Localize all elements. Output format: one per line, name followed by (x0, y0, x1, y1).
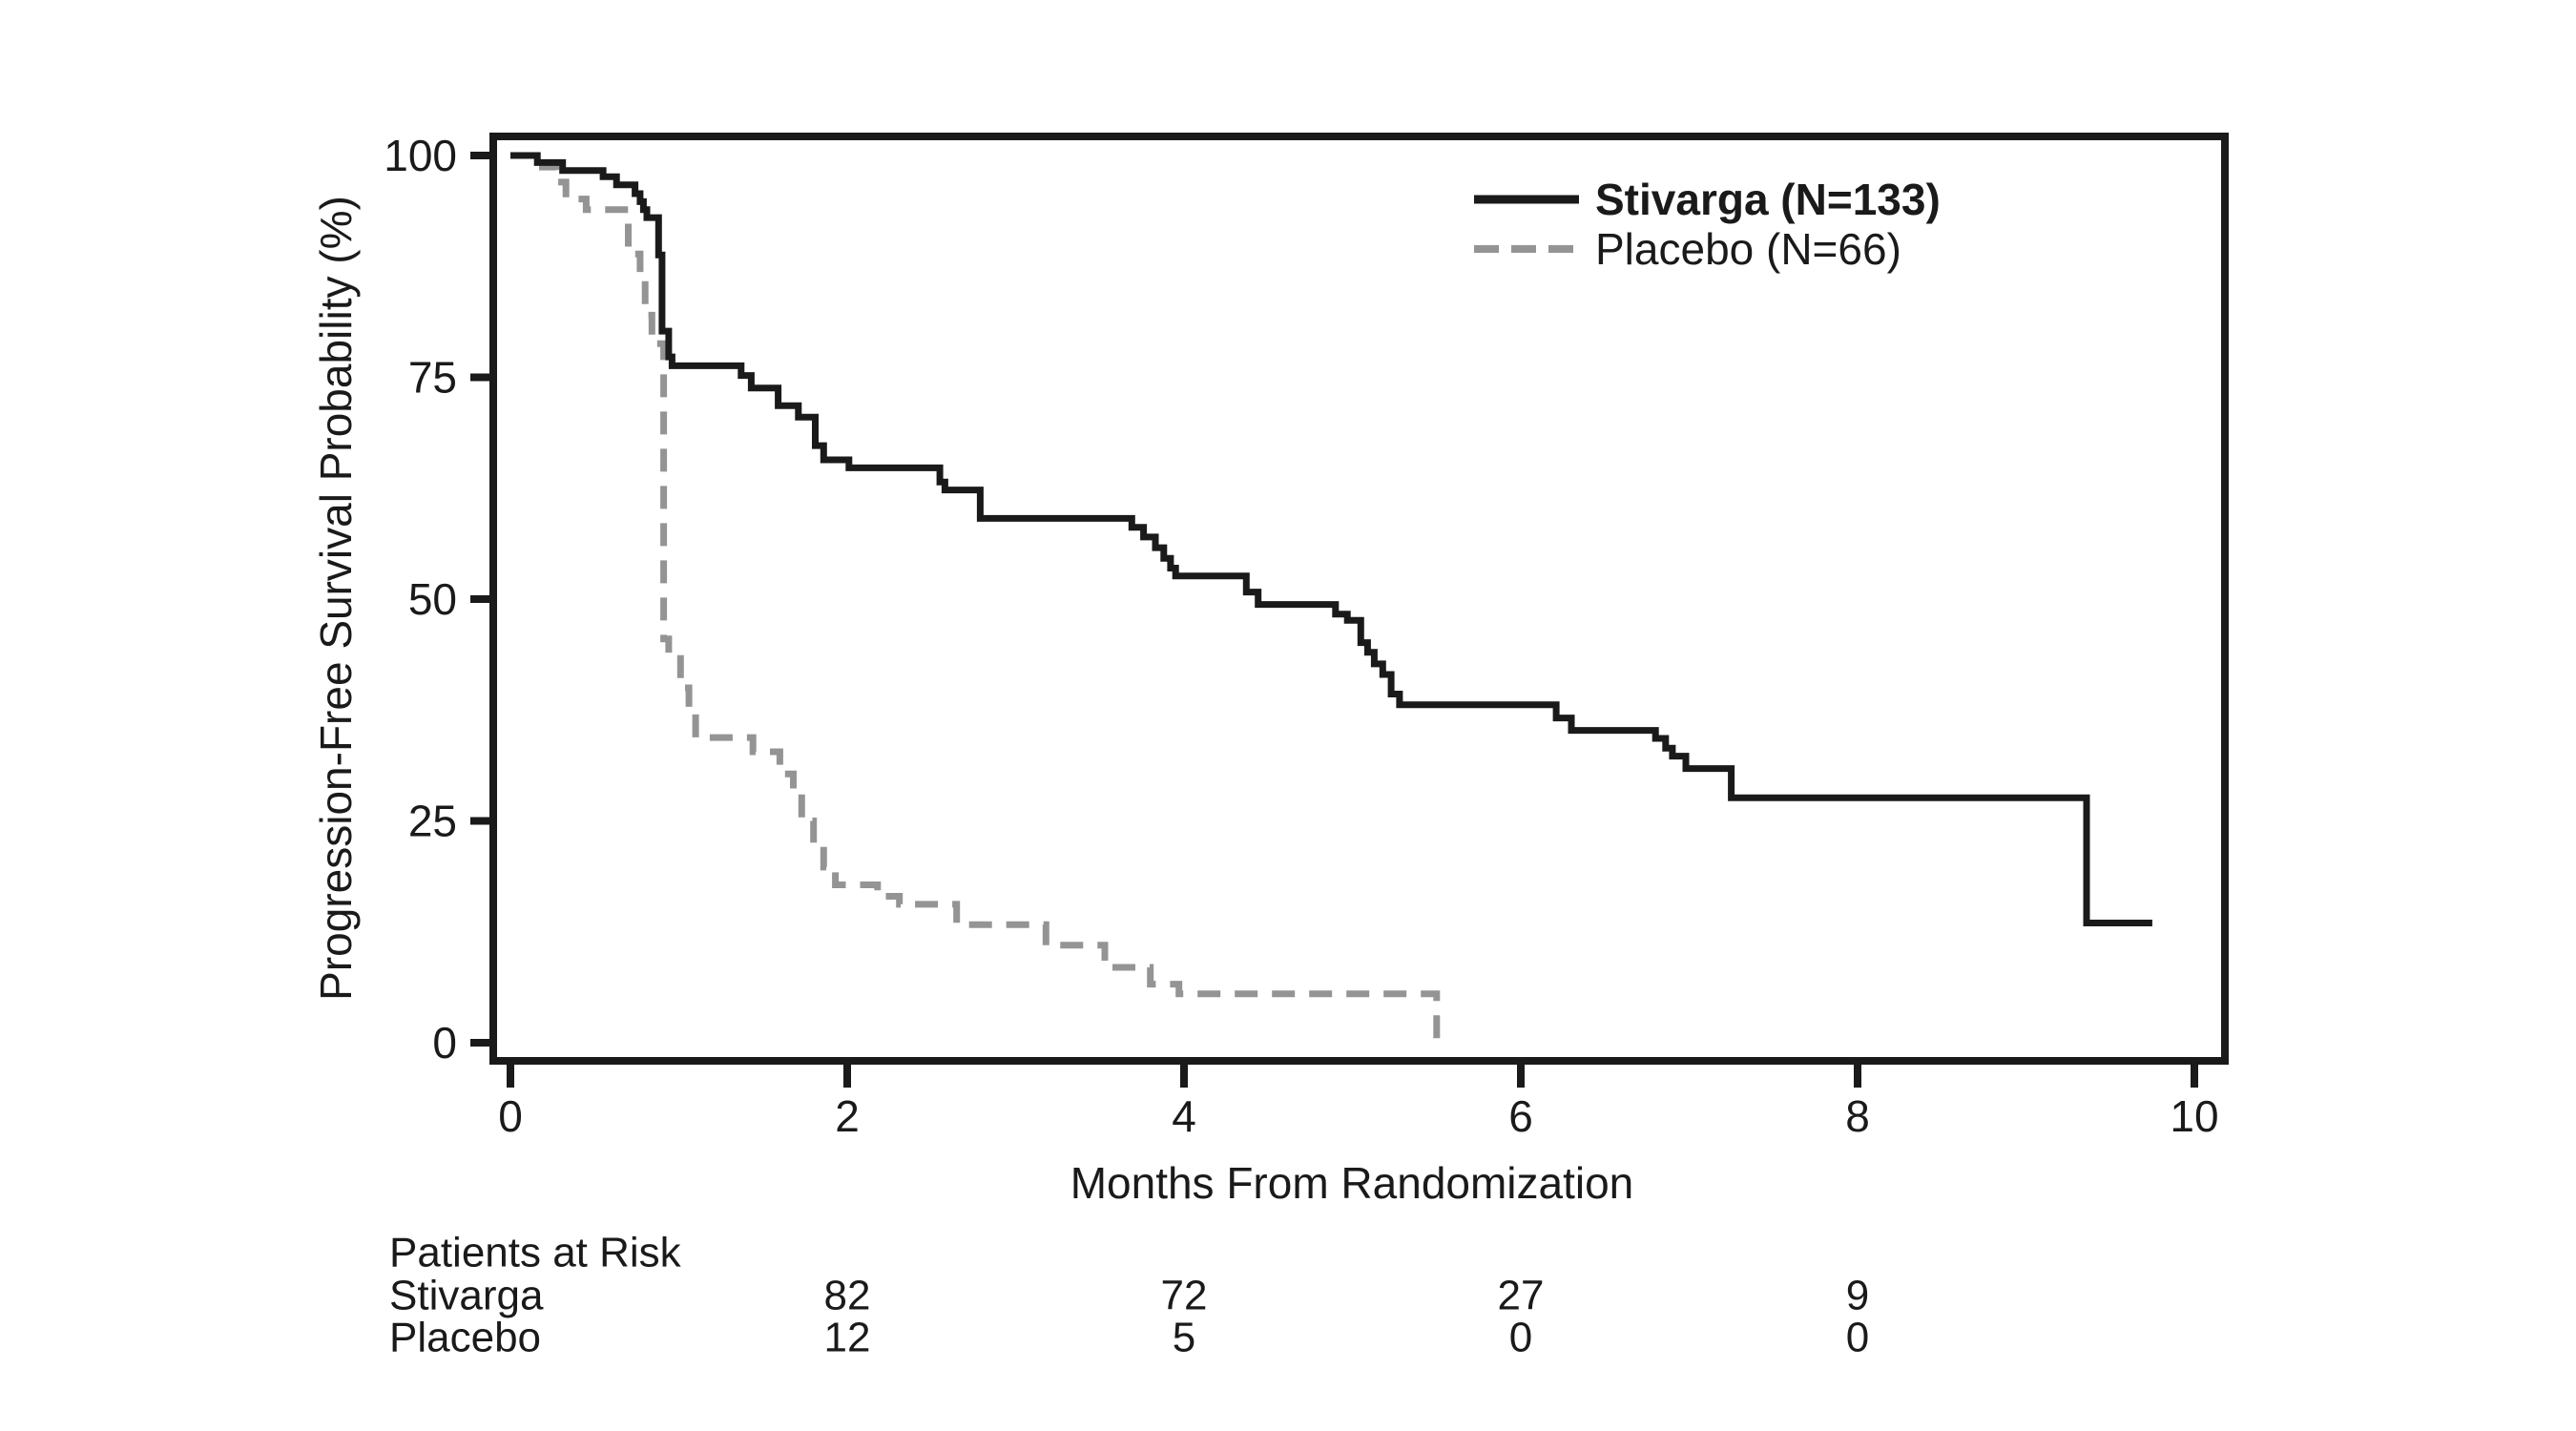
x-tick-label: 8 (1845, 1091, 1870, 1141)
x-tick-label: 6 (1508, 1091, 1533, 1141)
x-tick-label: 4 (1172, 1091, 1196, 1141)
legend-label-stivarga: Stivarga (N=133) (1595, 175, 1941, 224)
risk-count-stivarga-m6: 27 (1498, 1273, 1545, 1319)
placebo-curve (510, 152, 1441, 1043)
risk-count-placebo-m2: 12 (824, 1315, 871, 1361)
patients-at-risk-table: Patients at Risk Stivarga Placebo 82 72 27… (389, 1230, 1869, 1361)
legend-label-placebo: Placebo (N=66) (1595, 224, 1901, 274)
risk-table-header: Patients at Risk (389, 1230, 682, 1276)
risk-count-placebo-m8: 0 (1846, 1315, 1869, 1361)
y-tick-label: 0 (432, 1018, 457, 1068)
x-tick-label: 2 (835, 1091, 860, 1141)
y-tick-label: 75 (408, 353, 457, 403)
risk-count-stivarga-m2: 82 (824, 1273, 871, 1319)
risk-row-label-stivarga: Stivarga (389, 1273, 544, 1319)
stivarga-curve (510, 152, 2152, 926)
legend: Stivarga (N=133) Placebo (N=66) (1474, 175, 1941, 274)
y-tick-label: 50 (408, 574, 457, 624)
plot-frame (489, 133, 2229, 1065)
risk-count-placebo-m4: 5 (1173, 1315, 1195, 1361)
x-axis-ticks: 0 2 4 6 8 10 (498, 1061, 2219, 1141)
risk-count-placebo-m6: 0 (1509, 1315, 1532, 1361)
x-tick-label: 0 (498, 1091, 523, 1141)
x-axis-title: Months From Randomization (1070, 1158, 1634, 1208)
x-tick-label: 10 (2170, 1091, 2218, 1141)
y-axis-ticks: 0 25 50 75 100 (384, 131, 493, 1068)
y-tick-label: 100 (384, 131, 457, 180)
y-tick-label: 25 (408, 797, 457, 846)
risk-count-stivarga-m8: 9 (1846, 1273, 1869, 1319)
y-axis-title: Progression-Free Survival Probability (%… (311, 196, 361, 1001)
curve-group (510, 152, 2152, 1043)
risk-row-label-placebo: Placebo (389, 1315, 541, 1361)
risk-count-stivarga-m4: 72 (1161, 1273, 1208, 1319)
risk-count-group: 82 72 27 9 12 5 0 0 (824, 1273, 1870, 1361)
